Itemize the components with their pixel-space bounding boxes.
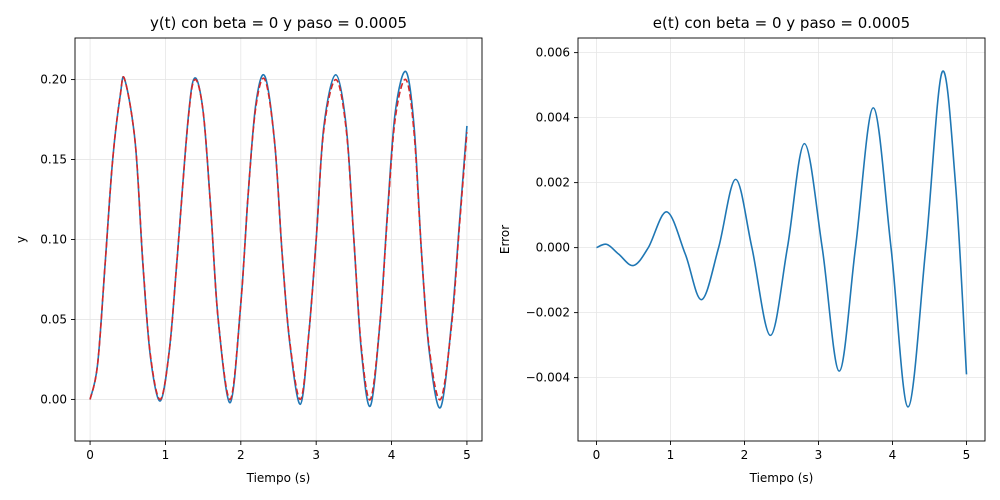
y-tick-label: 0.05 [40, 312, 67, 326]
chart-title: y(t) con beta = 0 y paso = 0.0005 [150, 14, 407, 32]
y-tick-label: 0.00 [40, 392, 67, 406]
y-tick-label: 0.006 [536, 46, 570, 60]
x-axis-label: Tiempo (s) [246, 471, 311, 485]
x-tick-label: 0 [593, 448, 601, 462]
x-tick-label: 0 [86, 448, 94, 462]
plot-frame [577, 37, 986, 442]
x-tick-label: 1 [162, 448, 170, 462]
y-axis-label: Error [498, 225, 512, 254]
x-tick-label: 3 [815, 448, 823, 462]
y-tick-label: −0.004 [526, 371, 570, 385]
y-tick-label: 0.20 [40, 73, 67, 87]
y-tick-label: 0.000 [536, 241, 570, 255]
x-tick-label: 5 [463, 448, 471, 462]
x-axis-label: Tiempo (s) [749, 471, 814, 485]
x-tick-label: 2 [237, 448, 245, 462]
y-tick-label: 0.004 [536, 111, 570, 125]
chart-title: e(t) con beta = 0 y paso = 0.0005 [653, 14, 910, 32]
x-tick-label: 1 [667, 448, 675, 462]
series-line-2 [89, 76, 468, 401]
y-tick-label: 0.15 [40, 153, 67, 167]
x-tick-label: 4 [388, 448, 396, 462]
x-tick-label: 2 [741, 448, 749, 462]
x-tick-label: 5 [963, 448, 971, 462]
x-tick-label: 3 [312, 448, 320, 462]
y-tick-label: 0.10 [40, 233, 67, 247]
series-line-1 [596, 70, 968, 408]
y-tick-label: −0.002 [526, 306, 570, 320]
y-axis-label: y [14, 236, 28, 243]
y-tick-label: 0.002 [536, 176, 570, 190]
x-tick-label: 4 [889, 448, 897, 462]
